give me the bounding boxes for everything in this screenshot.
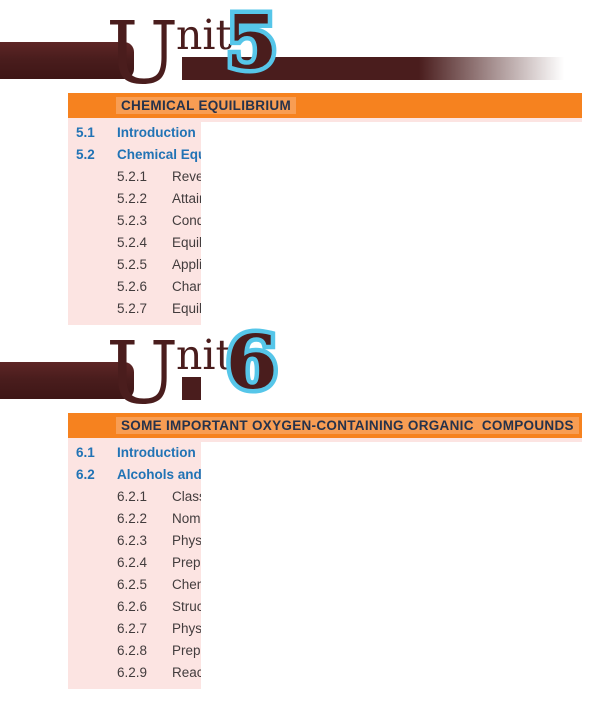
unit-6-block: U nit 6 6 SOME IMPORTANT OXYGEN-CONTAINI… — [0, 320, 600, 727]
toc-rows: 5.1 Introduction 222 5.2 Chemical Equili… — [68, 118, 600, 727]
entry-number: 5.2.1 — [117, 169, 148, 184]
unit-5-banner: U nit 5 5 — [0, 0, 600, 97]
unit-5-toc-panel: CHEMICAL EQUILIBRIUM 5.1 Introduction 22… — [68, 93, 600, 727]
unit-word: nit — [176, 11, 232, 59]
unit-number: 5 5 — [222, 0, 282, 86]
entry-number: 5.2 — [76, 147, 95, 162]
section-header: CHEMICAL EQUILIBRIUM — [68, 93, 582, 118]
entry-number: 5.1 — [76, 125, 95, 140]
unit-big-letter: U — [106, 4, 179, 104]
entry-number: 6.2.7 — [117, 621, 148, 636]
banner-bar-right — [182, 57, 564, 80]
banner-bar-left — [0, 42, 134, 79]
entry-number: 6.2.2 — [117, 511, 148, 526]
toc-row: 5.2 Chemical Equilibrium 222 — [68, 144, 600, 727]
unit-number-fill: 6 — [226, 320, 278, 406]
toc-row: 6.2.9 Reactions of Ethers 286 — [68, 662, 600, 727]
section-header: SOME IMPORTANT OXYGEN-CONTAINING ORGANIC… — [68, 413, 582, 438]
entry-number: 6.2.6 — [117, 599, 148, 614]
entry-number: 5.2.2 — [117, 191, 148, 206]
entry-number: 5.2.7 — [117, 301, 148, 316]
entry-number: 5.2.4 — [117, 235, 148, 250]
toc-row: 6.2.4 Preparation of Alcohols 272 — [68, 552, 600, 727]
unit-number-fill: 5 — [226, 0, 278, 86]
toc-rows: 6.1 Introduction 264 6.2 Alcohols and Et… — [68, 438, 600, 727]
entry-number: 6.2 — [76, 467, 95, 482]
banner-bar-left — [0, 362, 134, 399]
unit-6-toc-panel: SOME IMPORTANT OXYGEN-CONTAINING ORGANIC… — [68, 413, 600, 727]
entry-number: 6.2.4 — [117, 555, 148, 570]
unit-number-outline: 5 — [222, 0, 282, 86]
entry-number: 6.1 — [76, 445, 95, 460]
page-number: 286 — [294, 662, 600, 727]
unit-number: 6 6 — [222, 320, 282, 406]
toc-row: 6.2.1 Classification of Alcohols 267 — [68, 486, 600, 727]
entry-number: 5.2.6 — [117, 279, 148, 294]
toc-row: 6.2 Alcohols and Ethers 265 — [68, 464, 600, 727]
unit-big-letter: U — [106, 324, 179, 424]
entry-number: 5.2.5 — [117, 257, 148, 272]
toc-row: 5.1 Introduction 222 — [68, 122, 600, 727]
section-header-text: CHEMICAL EQUILIBRIUM — [116, 97, 296, 114]
toc-row: 6.2.8 Preparation of Ethers 285 — [68, 640, 600, 727]
entry-number: 6.2.3 — [117, 533, 148, 548]
entry-number: 5.2.3 — [117, 213, 148, 228]
entry-title: Introduction — [117, 445, 196, 460]
unit-number-outline: 6 — [222, 320, 282, 406]
section-header-text: SOME IMPORTANT OXYGEN-CONTAINING ORGANIC… — [116, 417, 579, 434]
entry-number: 6.2.5 — [117, 577, 148, 592]
toc-row: 5.2.7 Equilibrium and Industry 253 — [68, 298, 600, 727]
toc-row: 6.1 Introduction 264 — [68, 442, 600, 727]
entry-number: 6.2.1 — [117, 489, 148, 504]
unit-word: nit — [176, 331, 232, 379]
entry-title: Introduction — [117, 125, 196, 140]
entry-number: 6.2.9 — [117, 665, 148, 680]
entry-number: 6.2.8 — [117, 643, 148, 658]
